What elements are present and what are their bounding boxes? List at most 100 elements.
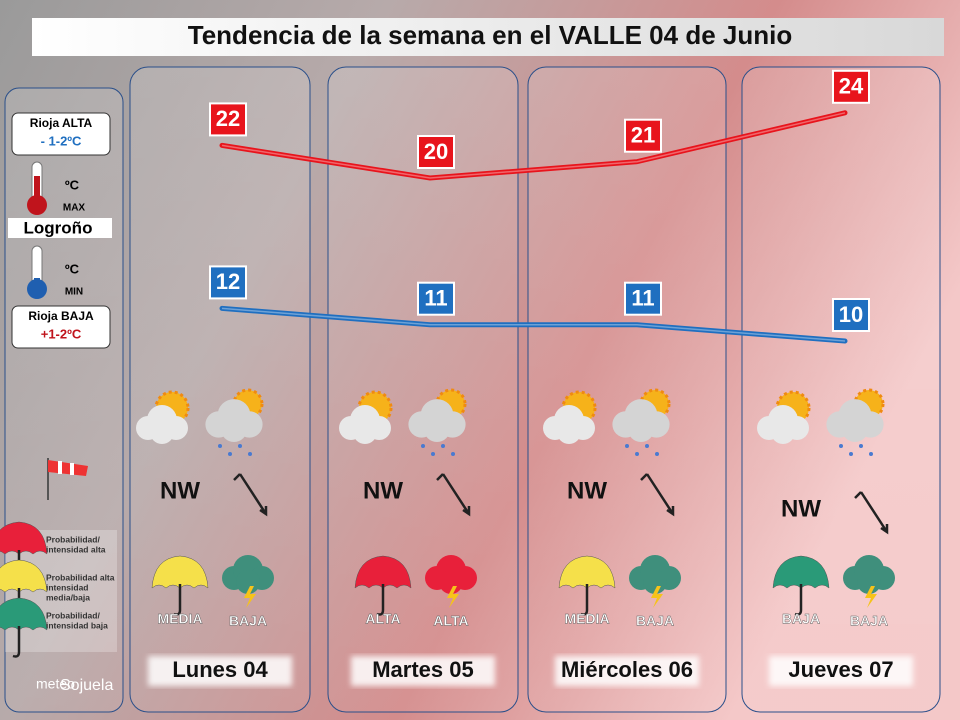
max-label: Rioja ALTA: [30, 116, 93, 130]
storm-level: ALTA: [433, 613, 468, 629]
day-panel: [327, 66, 519, 713]
rain-drop: [228, 452, 232, 456]
value-label-box: [209, 265, 247, 300]
rain-umbrella: [558, 555, 616, 616]
sidebar-panel: [4, 87, 124, 713]
logo-bottom: Sojuela: [60, 677, 113, 694]
day-label-glow: [769, 656, 913, 686]
unit-label: ºC: [65, 177, 80, 192]
value-label-box: [417, 135, 455, 169]
value-label: 12: [216, 269, 240, 294]
wind-direction: NW: [781, 495, 821, 522]
wind-arrow: [233, 473, 268, 517]
value-label-box: [209, 102, 247, 137]
value-label-box: [624, 118, 662, 153]
umbrella-handle: [580, 584, 589, 616]
rain-drop: [859, 444, 863, 448]
legend-text: intensidad alta: [46, 544, 106, 554]
wind-direction: NW: [160, 477, 200, 504]
x-tick-label: Lunes 04: [172, 657, 268, 682]
cloud-puff: [557, 420, 581, 444]
storm-cloud: [425, 555, 477, 594]
day-label-glow: [351, 656, 495, 686]
wind-arrow: [640, 473, 675, 517]
legend-max: MAX: [63, 203, 86, 214]
day-panel: [741, 66, 941, 713]
umbrella-canopy: [772, 555, 830, 589]
city-bar: [8, 218, 112, 238]
umbrella-canopy: [0, 521, 48, 555]
rain-drop: [451, 452, 455, 456]
day-panel: [527, 66, 727, 713]
rain-drop: [635, 452, 639, 456]
umbrella-canopy: [151, 555, 209, 589]
lightning: [447, 586, 459, 608]
rain-level: BAJA: [782, 611, 820, 627]
windsock-icon: [47, 458, 88, 500]
max-delta: - 1-2ºC: [41, 133, 82, 148]
cloud-icon: [408, 399, 466, 442]
value-label: 11: [424, 286, 447, 311]
lightning: [651, 586, 663, 608]
wind-direction: NW: [567, 477, 607, 504]
rain-drop: [869, 452, 873, 456]
umbrella-handle: [12, 626, 21, 658]
rain-drop: [849, 452, 853, 456]
legend-text: intensidad baja: [46, 620, 108, 630]
umbrella-canopy: [354, 555, 412, 589]
cloud-puff: [857, 570, 881, 594]
storm-level: BAJA: [850, 613, 888, 629]
series-line-highlight: [221, 112, 846, 179]
value-label: 11: [631, 286, 654, 311]
storm-level: BAJA: [229, 613, 267, 629]
umbrella-handle: [173, 584, 182, 616]
wind-direction: NW: [363, 477, 403, 504]
min-label: Rioja BAJA: [28, 309, 94, 323]
value-label-box: [417, 281, 455, 316]
legend-text: Probabilidad/: [46, 610, 100, 620]
cloud-puff: [423, 415, 451, 442]
cloud-icon: [136, 405, 188, 444]
legend-text: intensidad: [46, 582, 89, 592]
cloud-puff: [439, 570, 463, 594]
value-label: 10: [839, 302, 863, 327]
cloud-icon: [543, 405, 595, 444]
rain-umbrella: [772, 555, 830, 616]
thermometer-min-bulb: [27, 279, 47, 299]
rain-drop: [238, 444, 242, 448]
cloud-puff: [220, 415, 248, 442]
rain-drop: [421, 444, 425, 448]
rain-drop: [839, 444, 843, 448]
series-line: [219, 305, 848, 344]
cloud-icon: [339, 405, 391, 444]
lightning: [244, 586, 256, 608]
storm-cloud: [629, 555, 681, 594]
lightning: [865, 586, 877, 608]
series-line-highlight: [221, 307, 846, 342]
value-label: 21: [631, 123, 655, 148]
thermometer-max-bulb: [27, 195, 47, 215]
rain-drop: [625, 444, 629, 448]
rain-drop: [645, 444, 649, 448]
cloud-icon: [612, 399, 670, 442]
title-bar: [32, 18, 944, 56]
value-label-box: [624, 281, 662, 316]
cloud-puff: [236, 570, 260, 594]
legend-min: MIN: [65, 287, 83, 298]
rain-umbrella: [151, 555, 209, 616]
rain-umbrella: [354, 555, 412, 616]
umbrella-handle: [794, 584, 803, 616]
max-box: [11, 112, 111, 156]
x-tick-label: Jueves 07: [788, 657, 893, 682]
city: Logroño: [24, 218, 93, 237]
cloud-puff: [353, 420, 377, 444]
cloud-puff: [643, 570, 667, 594]
wind-arrow: [436, 473, 471, 517]
value-label-box: [832, 298, 870, 332]
legend-text: media/baja: [46, 592, 90, 602]
rain-drop: [218, 444, 222, 448]
value-label: 20: [424, 139, 448, 164]
x-tick-label: Miércoles 06: [561, 657, 693, 682]
logo-top: meteo: [36, 676, 75, 692]
